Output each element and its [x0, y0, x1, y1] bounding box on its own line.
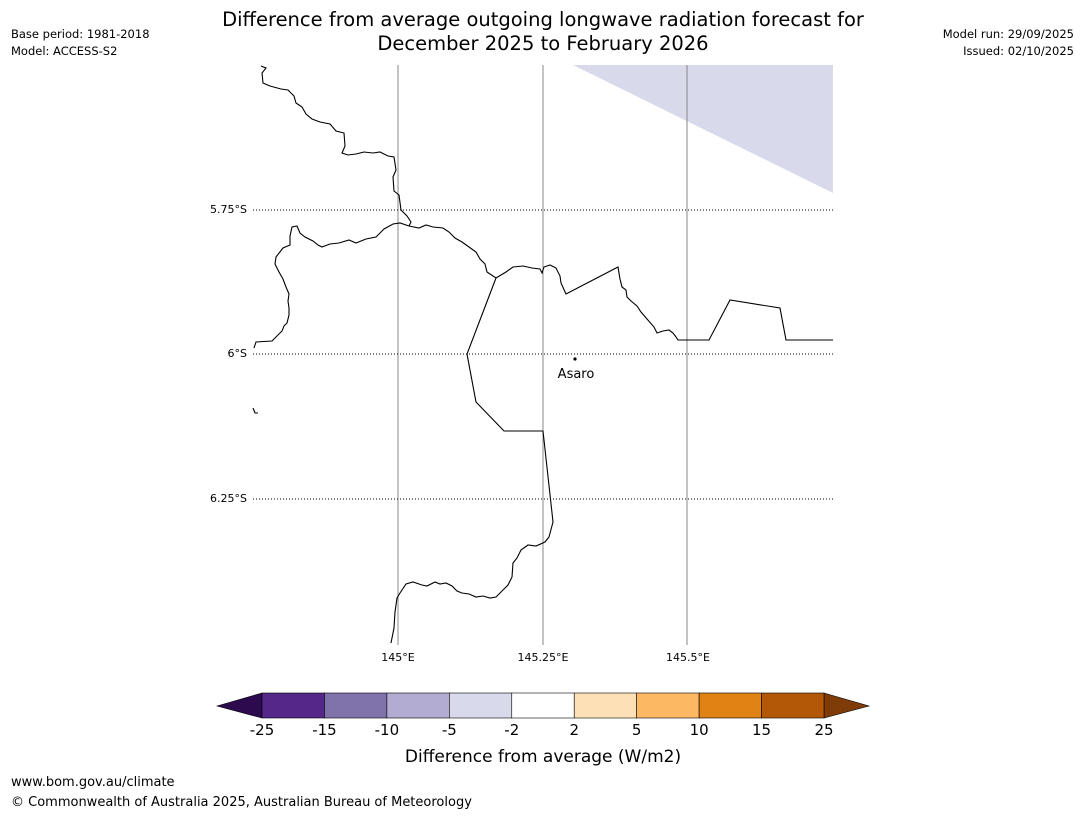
colorbar-title: Difference from average (W/m2): [405, 747, 681, 767]
lat-label-5-75: 5.75°S: [210, 203, 247, 216]
lon-label-145-5: 145.5°E: [666, 651, 710, 664]
boundary-line-south: [390, 277, 554, 644]
colorbar-segment: [511, 692, 575, 719]
colorbar-segment: [698, 692, 762, 719]
colorbar-segment: [324, 692, 388, 719]
place-marker-asaro: [573, 357, 577, 361]
lat-label-6-25: 6.25°S: [210, 492, 247, 505]
issued-date: Issued: 02/10/2025: [963, 44, 1074, 58]
boundary-line-ridge: [408, 224, 833, 341]
model-run: Model run: 29/09/2025: [942, 27, 1074, 41]
colorbar-segment: [636, 692, 700, 719]
colorbar-segment: [761, 692, 825, 719]
base-period: Base period: 1981-2018: [11, 27, 150, 41]
colorbar-tick-label: -2: [504, 721, 519, 739]
colorbar-tick-label: 2: [569, 721, 579, 739]
boundary-line-north: [260, 65, 412, 227]
colorbar-segment: [573, 692, 637, 719]
colorbar-tick-label: -5: [442, 721, 457, 739]
colorbar-underflow-arrow: [215, 692, 263, 719]
lon-label-145-25: 145.25°E: [518, 651, 569, 664]
colorbar-segment: [386, 692, 450, 719]
colorbar-tick-label: 25: [814, 721, 833, 739]
colorbar-tick-label: -15: [312, 721, 337, 739]
colorbar: -25 -15 -10 -5 -2 2 5 10 15 25 Difference from av…: [215, 692, 871, 767]
lon-label-145: 145°E: [381, 651, 414, 664]
shaded-anomaly-region: [573, 65, 833, 193]
colorbar-tick-label: 10: [690, 721, 709, 739]
colorbar-tick-label: -25: [250, 721, 275, 739]
colorbar-tick-label: -10: [375, 721, 400, 739]
colorbar-overflow-arrow: [823, 692, 871, 719]
footer-copyright: © Commonwealth of Australia 2025, Austra…: [11, 795, 472, 810]
chart-title: Difference from average outgoing longwav…: [143, 8, 943, 56]
lat-label-6: 6°S: [228, 347, 247, 360]
colorbar-segment: [449, 692, 513, 719]
title-line-1: Difference from average outgoing longwav…: [222, 8, 864, 31]
title-line-2: December 2025 to February 2026: [377, 32, 709, 55]
boundary-line-west: [253, 222, 410, 349]
meta-right: Model run: 29/09/2025 Issued: 02/10/2025: [943, 26, 1074, 60]
boundary-fragment: [252, 407, 258, 414]
meta-left: Base period: 1981-2018 Model: ACCESS-S2: [11, 26, 150, 60]
colorbar-segments: [261, 692, 825, 719]
place-label-asaro: Asaro: [558, 367, 595, 382]
colorbar-tick-labels: -25 -15 -10 -5 -2 2 5 10 15 25: [250, 721, 834, 739]
footer-url[interactable]: www.bom.gov.au/climate: [11, 775, 175, 790]
model-name: Model: ACCESS-S2: [11, 44, 118, 58]
colorbar-segment: [261, 692, 325, 719]
colorbar-tick-label: 5: [632, 721, 642, 739]
colorbar-tick-label: 15: [752, 721, 771, 739]
